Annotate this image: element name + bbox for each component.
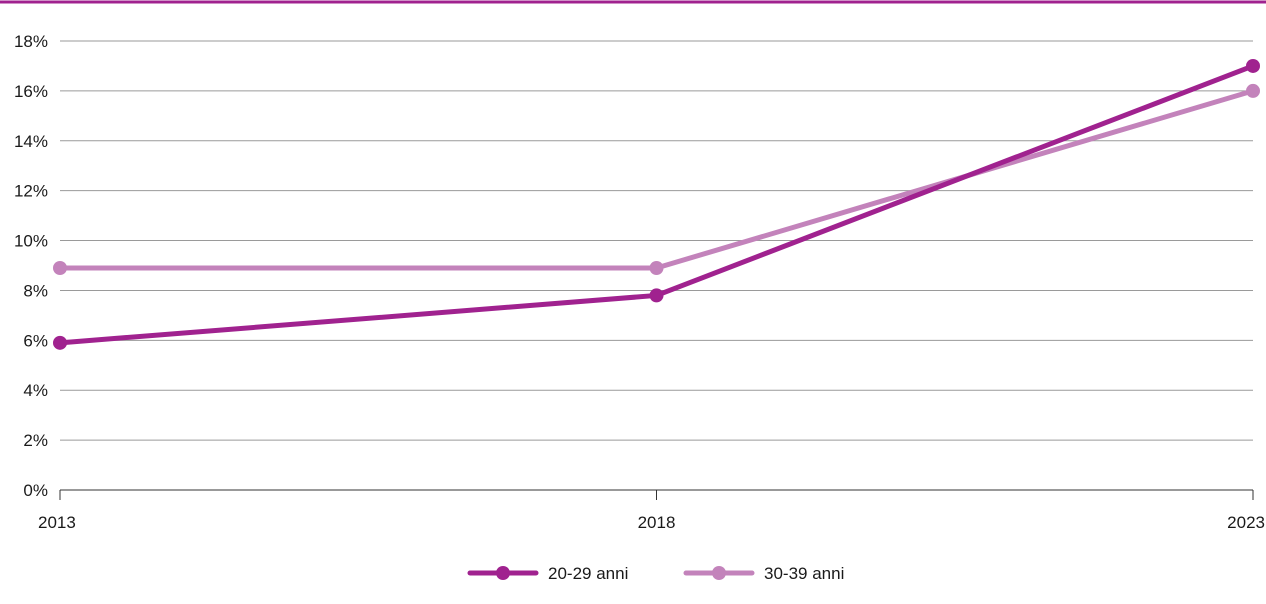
y-tick-label: 18% bbox=[14, 32, 48, 51]
data-point bbox=[1246, 83, 1260, 98]
legend: 20-29 anni 30-39 anni bbox=[467, 564, 844, 583]
series-line bbox=[57, 88, 1256, 271]
legend-swatch-marker bbox=[496, 566, 510, 580]
data-point bbox=[53, 260, 67, 275]
y-tick-label: 16% bbox=[14, 82, 48, 101]
grid-lines bbox=[60, 40, 1253, 441]
y-tick-label: 10% bbox=[14, 232, 48, 251]
data-point bbox=[649, 260, 664, 275]
series-layer bbox=[53, 58, 1260, 350]
y-tick-label: 8% bbox=[23, 281, 48, 300]
x-tick-label: 2023 bbox=[1227, 513, 1265, 532]
axes: 0% 2% 4% 6% 8% 10% 12% 14% 16% 18% 2013 2018 2023 bbox=[14, 32, 1265, 532]
x-tick-label: 2013 bbox=[38, 513, 76, 532]
data-point bbox=[649, 288, 664, 303]
y-tick-label: 4% bbox=[23, 381, 48, 400]
legend-label: 30-39 anni bbox=[764, 564, 844, 583]
y-tick-label: 14% bbox=[14, 132, 48, 151]
y-tick-label: 2% bbox=[23, 431, 48, 450]
x-tick-label: 2018 bbox=[638, 513, 676, 532]
y-tick-label: 0% bbox=[23, 481, 48, 500]
data-point bbox=[1246, 58, 1260, 73]
legend-swatch-marker bbox=[712, 566, 726, 580]
legend-label: 20-29 anni bbox=[548, 564, 628, 583]
y-tick-label: 12% bbox=[14, 182, 48, 201]
data-point bbox=[53, 335, 67, 350]
y-tick-label: 6% bbox=[23, 331, 48, 350]
